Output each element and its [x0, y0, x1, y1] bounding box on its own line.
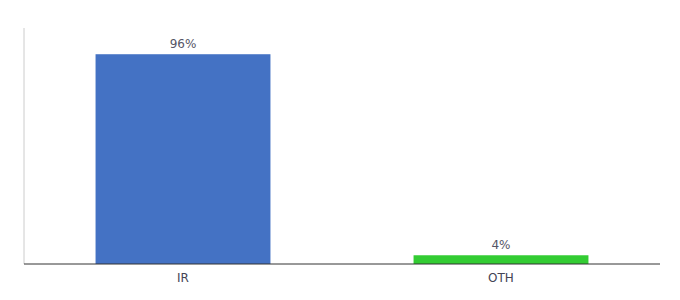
y-axis-line — [24, 28, 25, 264]
chart-container: 96% 4% IR OTH — [0, 0, 680, 300]
data-label: 4% — [491, 238, 510, 252]
bar — [414, 255, 589, 264]
x-tick-label: OTH — [488, 271, 514, 285]
chart-svg: 96% 4% IR OTH — [0, 0, 680, 300]
x-axis-line — [24, 264, 660, 265]
bars — [96, 54, 589, 264]
x-tick-label: IR — [177, 271, 189, 285]
bar — [96, 54, 271, 264]
data-label: 96% — [170, 37, 197, 51]
